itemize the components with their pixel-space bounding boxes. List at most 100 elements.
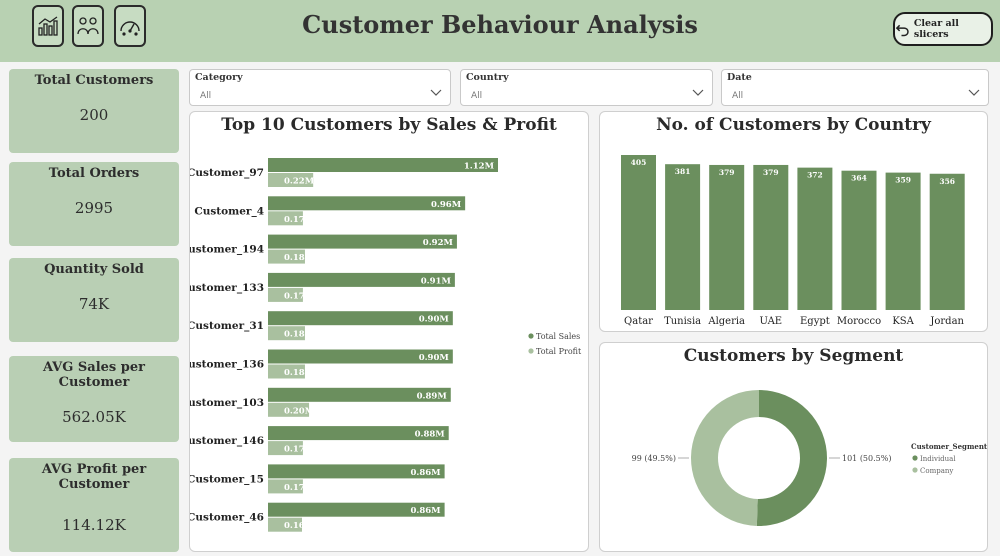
slicer-label: Category — [195, 72, 243, 83]
profit-bar — [268, 211, 303, 226]
profit-data-label: 0.18M — [284, 368, 315, 378]
category-slicer[interactable]: Category All — [189, 69, 451, 106]
nav-sales-page-button[interactable] — [32, 5, 64, 47]
slicer-value: All — [471, 91, 483, 101]
profit-data-label: 0.17M — [284, 445, 315, 455]
country-data-label: 364 — [851, 174, 867, 183]
profit-data-label: 0.17M — [284, 215, 315, 225]
category-label: Customer_31 — [190, 320, 264, 333]
kpi-quantity-sold: Quantity Sold 74K — [9, 258, 179, 342]
kpi-label: Total Customers — [34, 73, 154, 88]
kpi-label: AVG Sales per Customer — [43, 360, 145, 390]
legend-title: Customer_Segment — [911, 442, 988, 451]
sales-data-label: 0.88M — [415, 430, 446, 440]
segment-slice-company — [690, 390, 759, 526]
profit-bar — [268, 517, 302, 532]
kpi-total-orders: Total Orders 2995 — [9, 162, 179, 246]
chevron-down-icon[interactable] — [692, 89, 704, 97]
legend-sales-label: Total Sales — [536, 332, 580, 341]
sales-bar — [268, 502, 445, 517]
chevron-down-icon[interactable] — [968, 89, 980, 97]
country-panel: No. of Customers by Country 405 Qatar 381 T… — [599, 111, 988, 332]
country-slicer[interactable]: Country All — [460, 69, 713, 106]
sales-data-label: 0.91M — [421, 276, 452, 286]
sales-bar — [268, 464, 445, 479]
legend-marker — [912, 455, 918, 461]
profit-bar — [268, 173, 314, 187]
profit-bar — [268, 402, 310, 417]
kpi-avg-profit: AVG Profit per Customer 114.12K — [9, 458, 179, 552]
kpi-value: 200 — [79, 106, 109, 124]
profit-bar — [268, 364, 305, 379]
segment-slice-individual — [756, 390, 827, 526]
sales-data-label: 0.86M — [410, 506, 441, 516]
country-tick-label: Egypt — [800, 316, 830, 327]
profit-data-label: 0.20M — [284, 406, 315, 416]
legend-label: Company — [920, 467, 953, 475]
kpi-total-customers: Total Customers 200 — [9, 69, 179, 153]
slicer-label: Country — [466, 72, 509, 83]
people-icon — [77, 17, 99, 35]
category-label: Customer_4 — [194, 205, 264, 218]
profit-bar — [268, 287, 303, 302]
kpi-value: 74K — [78, 295, 110, 313]
country-tick-label: Algeria — [707, 316, 745, 327]
kpi-label: Quantity Sold — [44, 262, 144, 277]
profit-bar — [268, 479, 303, 494]
kpi-label: AVG Profit per Customer — [41, 462, 147, 492]
sales-bar — [268, 426, 449, 441]
country-tick-label: Morocco — [837, 316, 881, 327]
country-data-label: 381 — [675, 167, 691, 176]
country-bar — [621, 155, 656, 310]
date-slicer[interactable]: Date All — [721, 69, 989, 106]
nav-overview-page-button[interactable] — [114, 5, 146, 47]
kpi-value: 562.05K — [62, 408, 126, 426]
sales-bar — [268, 387, 451, 402]
sales-data-label: 0.90M — [419, 315, 450, 325]
legend-profit-marker — [528, 348, 534, 354]
clear-slicers-button[interactable]: Clear all slicers — [893, 12, 993, 46]
slicer-value: All — [732, 91, 744, 101]
profit-data-label: 0.17M — [284, 483, 315, 493]
category-label: Customer_103 — [190, 397, 264, 410]
undo-arrow-icon — [895, 24, 909, 37]
country-data-label: 379 — [719, 168, 735, 177]
country-data-label: 379 — [763, 168, 779, 177]
profit-data-label: 0.17M — [284, 291, 315, 301]
gauge-icon — [120, 21, 140, 36]
country-bar — [709, 164, 745, 310]
country-data-label: 359 — [895, 176, 911, 185]
profit-data-label: 0.18M — [284, 330, 315, 340]
sales-bar — [268, 311, 453, 326]
country-data-label: 356 — [939, 177, 955, 186]
header-bar: Customer Behaviour Analysis Clear all sl… — [0, 0, 1000, 62]
legend-sales-marker — [528, 333, 534, 339]
sales-bar — [268, 272, 455, 287]
legend-profit-label: Total Profit — [536, 347, 582, 356]
country-bar — [841, 170, 877, 310]
chevron-down-icon[interactable] — [430, 89, 442, 97]
category-label: Customer_194 — [190, 244, 264, 257]
country-bar — [665, 164, 701, 310]
slicer-value: All — [200, 91, 212, 101]
profit-data-label: 0.16M — [284, 521, 315, 531]
country-bar — [797, 167, 833, 310]
top-customers-chart: Customer_97 1.12M 0.22M Customer_4 0.96M 0.17… — [190, 158, 582, 532]
legend-marker — [912, 467, 918, 473]
country-tick-label: Qatar — [624, 316, 653, 327]
profit-bar — [268, 441, 303, 456]
profit-data-label: 0.22M — [284, 177, 315, 187]
profit-data-label: 0.18M — [284, 253, 315, 263]
country-tick-label: KSA — [892, 316, 914, 327]
country-bar — [885, 172, 921, 310]
sales-bar — [268, 158, 498, 172]
nav-customers-page-button[interactable] — [72, 5, 104, 47]
sales-bar — [268, 234, 457, 249]
sales-bar — [268, 196, 466, 211]
category-label: Customer_97 — [190, 167, 264, 180]
chart-title: No. of Customers by Country — [656, 115, 931, 135]
slice-data-label: 101 (50.5%) — [842, 454, 891, 463]
segment-panel: Customers by Segment 101 (50.5%) 99 (49.5… — [599, 342, 988, 552]
sales-data-label: 0.89M — [417, 391, 448, 401]
page-title: Customer Behaviour Analysis — [302, 10, 698, 39]
